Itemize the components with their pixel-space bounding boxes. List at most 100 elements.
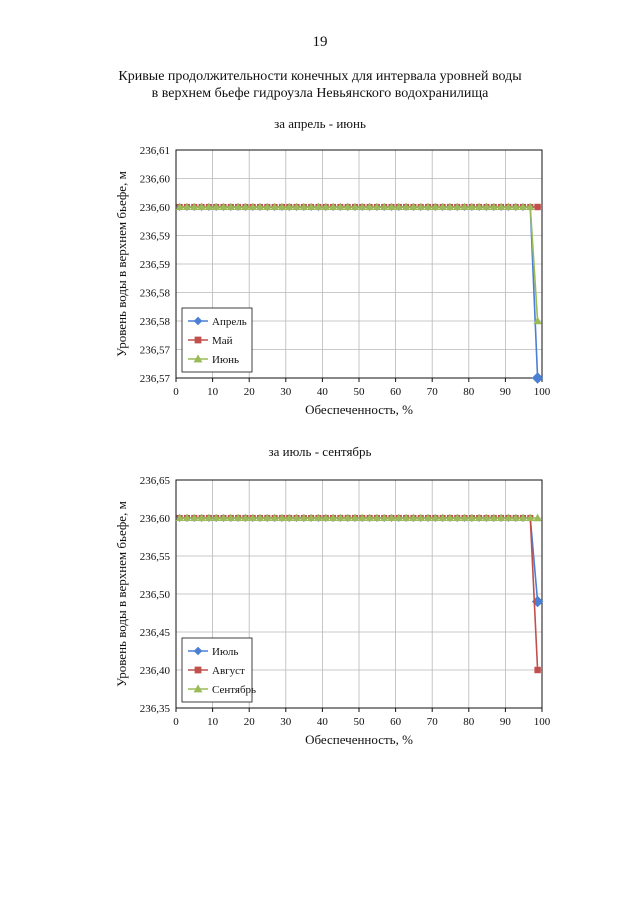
y-tick-label: 236,59 [140, 231, 171, 243]
data-point [518, 513, 528, 522]
data-point [431, 513, 440, 522]
legend: Апрель Май Июнь [181, 307, 253, 373]
x-tick-label: 20 [244, 386, 256, 398]
data-point [277, 202, 286, 211]
legend: Июль Август Сентябрь [181, 637, 256, 703]
x-tick-label: 0 [173, 386, 179, 398]
x-tick-label: 40 [317, 386, 329, 398]
legend-marker [193, 684, 203, 693]
data-point [467, 202, 476, 211]
data-point [445, 202, 454, 211]
data-point [372, 202, 381, 211]
data-point [423, 202, 433, 211]
legend-label: Июнь [212, 354, 239, 366]
data-point [182, 202, 192, 211]
data-point [329, 513, 338, 522]
x-tick-label: 70 [427, 716, 439, 728]
data-point [226, 202, 235, 211]
title-line-1: Кривые продолжительности конечных для ин… [118, 69, 522, 84]
x-axis-label: Обеспеченность, % [305, 732, 413, 747]
data-point [285, 202, 294, 211]
data-point [365, 202, 374, 211]
data-point [234, 202, 243, 211]
data-point [321, 513, 330, 522]
data-point [460, 202, 469, 211]
data-point [467, 513, 476, 522]
data-point [292, 513, 301, 522]
data-point [277, 513, 286, 522]
data-point [482, 513, 491, 522]
data-point-final [534, 666, 541, 674]
data-point [526, 202, 535, 211]
title-line-2: в верхнем бьефе гидроузла Невьянского во… [151, 86, 489, 101]
data-point [248, 513, 257, 522]
y-tick-label: 236,50 [140, 589, 171, 601]
data-point [204, 202, 213, 211]
data-point [343, 513, 352, 522]
legend-marker [193, 354, 203, 363]
data-point [197, 202, 206, 211]
y-tick-label: 236,65 [140, 475, 171, 487]
data-point [445, 513, 454, 522]
data-point [204, 513, 213, 522]
data-point [292, 202, 301, 211]
data-point [285, 513, 294, 522]
data-point [263, 202, 272, 211]
data-point [212, 202, 221, 211]
legend-label: Сентябрь [212, 684, 256, 696]
x-tick-label: 30 [280, 716, 292, 728]
y-tick-label: 236,60 [140, 174, 171, 186]
data-point [307, 202, 316, 211]
data-point [307, 513, 316, 522]
data-point [453, 513, 462, 522]
x-tick-label: 30 [280, 386, 292, 398]
data-point [299, 202, 308, 211]
x-tick-label: 10 [207, 386, 219, 398]
legend-label: Май [212, 335, 233, 347]
data-point [343, 202, 352, 211]
page-number: 19 [312, 34, 328, 50]
y-tick-label: 236,59 [140, 259, 171, 271]
data-point-final [531, 372, 544, 384]
data-point [497, 513, 506, 522]
series-Сентябрь [175, 513, 542, 522]
data-point [358, 513, 367, 522]
legend-marker [194, 336, 202, 344]
data-point [175, 513, 184, 522]
y-tick-label: 236,60 [140, 513, 171, 525]
data-point [372, 513, 381, 522]
data-point [416, 513, 425, 522]
data-point [226, 513, 235, 522]
legend-marker [194, 666, 202, 674]
data-point [504, 202, 513, 211]
data-point [438, 202, 447, 211]
data-point [497, 202, 506, 211]
y-tick-label: 236,57 [140, 373, 171, 385]
data-point [299, 513, 308, 522]
x-tick-label: 40 [317, 716, 329, 728]
data-point [219, 513, 228, 522]
data-point-final [533, 513, 542, 522]
data-point [453, 202, 462, 211]
data-point [321, 202, 330, 211]
y-tick-label: 236,55 [140, 551, 171, 563]
y-tick-label: 236,58 [140, 316, 171, 328]
x-tick-label: 100 [534, 716, 551, 728]
x-tick-label: 60 [390, 386, 402, 398]
data-point [255, 202, 265, 211]
data-point [526, 513, 535, 522]
y-tick-label: 236,60 [140, 202, 171, 214]
data-point [365, 513, 374, 522]
data-point [423, 513, 433, 522]
data-point [394, 513, 403, 522]
data-point [475, 202, 484, 211]
x-tick-label: 80 [463, 386, 475, 398]
data-point [270, 513, 279, 522]
y-tick-label: 236,45 [140, 627, 171, 639]
y-tick-label: 236,61 [140, 145, 170, 157]
data-point [329, 202, 338, 211]
data-point-final [533, 316, 542, 325]
data-point [489, 513, 498, 522]
data-point [380, 513, 389, 522]
data-point [190, 513, 199, 522]
